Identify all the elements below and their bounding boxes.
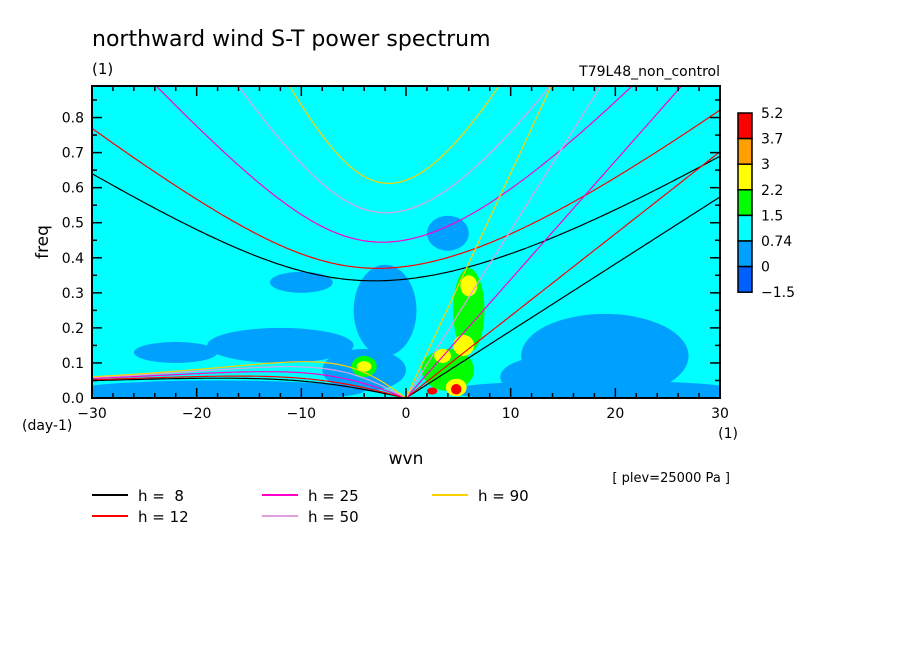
x-tick-label: −20 <box>182 406 212 422</box>
kelvin-wave-curve-h50 <box>405 86 602 398</box>
contour-region <box>426 215 469 251</box>
x-tick-label: 10 <box>502 406 520 422</box>
kelvin-wave-curve-h12 <box>405 151 720 398</box>
x-tick-label: −30 <box>77 406 107 422</box>
colorbar-label: 3 <box>761 157 770 173</box>
inertio-gravity-curve-h12 <box>92 109 720 269</box>
kelvin-wave-curve-h90 <box>405 86 552 398</box>
contour-region <box>426 387 438 395</box>
y-tick-label: 0.5 <box>62 216 84 232</box>
contour-region <box>460 275 478 297</box>
contour-region <box>453 334 475 356</box>
contour-region <box>353 264 417 356</box>
y-tick-label: 0.7 <box>62 146 84 162</box>
rossby-wave-curve-h90 <box>92 361 407 398</box>
x-tick-label: 0 <box>402 406 411 422</box>
contour-region <box>451 383 462 395</box>
colorbar-swatch <box>737 137 753 165</box>
legend-label: h = 50 <box>308 508 359 526</box>
rossby-wave-curve-h8 <box>92 377 407 398</box>
colorbar-label: −1.5 <box>761 285 795 301</box>
rossby-wave-curve-h25 <box>92 371 407 398</box>
dispersion-curves <box>92 86 720 398</box>
title-unit: (1) <box>92 60 113 78</box>
chart-title: northward wind S-T power spectrum <box>92 27 491 52</box>
x-tick-label: 20 <box>606 406 624 422</box>
axes: −30 −20 −10 0 10 20 30 0.0 0.1 0.2 0.3 0.4 0.5 0.6 0.7… <box>62 86 729 422</box>
contour-region <box>92 380 365 398</box>
colorbar-label: 0.74 <box>761 234 792 250</box>
colorbar-swatch <box>737 240 753 268</box>
colorbar-label: 3.7 <box>761 132 783 148</box>
plev-annotation: [ plev=25000 Pa ] <box>612 471 730 486</box>
y-tick-label: 0.2 <box>62 321 84 337</box>
colorbar-swatch <box>737 189 753 217</box>
inertio-gravity-curve-h25 <box>155 86 633 243</box>
colorbar-swatch <box>737 214 753 242</box>
case-name: T79L48_non_control <box>578 64 720 80</box>
colorbar-swatch <box>737 265 753 293</box>
y-axis-label: freq <box>33 225 53 259</box>
colorbar-label: 0 <box>761 260 770 276</box>
kelvin-wave-curve-h25 <box>405 86 683 398</box>
y-tick-label: 0.3 <box>62 286 84 302</box>
contour-field <box>92 86 720 398</box>
colorbar-label: 1.5 <box>761 208 783 224</box>
colorbar-swatch <box>737 163 753 191</box>
legend-label: h = 25 <box>308 487 359 505</box>
rossby-wave-curve-h50 <box>92 366 407 398</box>
inertio-gravity-curve-h50 <box>237 86 551 214</box>
colorbar-label: 5.2 <box>761 106 783 122</box>
x-axis-label: wvn <box>389 449 424 469</box>
legend-label: h = 12 <box>138 508 189 526</box>
y-tick-label: 0.8 <box>62 111 84 127</box>
y-tick-label: 0.1 <box>62 356 84 372</box>
contour-region <box>356 361 372 372</box>
kelvin-wave-curve-h8 <box>405 196 720 398</box>
contour-region <box>133 341 218 363</box>
x-tick-label: 30 <box>711 406 729 422</box>
inertio-gravity-curve-h90 <box>288 86 500 184</box>
x-tick-label: −10 <box>287 406 317 422</box>
y-tick-label: 0.6 <box>62 181 84 197</box>
colorbar-swatch <box>737 112 753 140</box>
legend-label: h = 90 <box>478 487 529 505</box>
colorbar-label: 2.2 <box>761 183 783 199</box>
inertio-gravity-curve-h8 <box>92 155 720 282</box>
contour-region <box>207 327 354 363</box>
contour-region <box>500 355 605 398</box>
rossby-wave-curve-h12 <box>92 375 407 398</box>
contour-region <box>269 271 333 293</box>
y-tick-label: 0.0 <box>62 391 84 407</box>
y-axis-unit: (day-1) <box>22 418 72 434</box>
colorbar: 5.2 3.7 3 2.2 1.5 0.74 0 −1.5 <box>737 106 795 301</box>
y-tick-label: 0.4 <box>62 251 84 267</box>
legend: h = 8 h = 12 h = 25 h = 50 h = 90 <box>92 487 529 526</box>
legend-label: h = 8 <box>138 487 184 505</box>
x-axis-unit: (1) <box>718 426 738 442</box>
